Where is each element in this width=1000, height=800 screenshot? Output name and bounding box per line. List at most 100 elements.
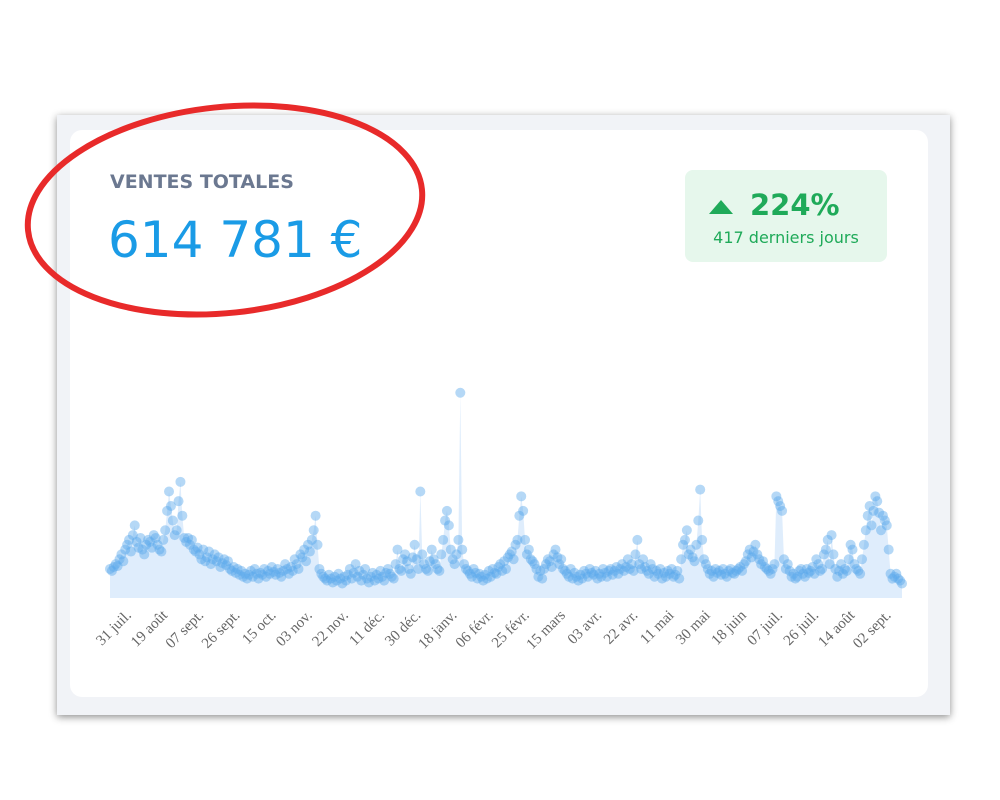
data-point bbox=[226, 565, 237, 576]
data-point bbox=[820, 544, 831, 555]
data-point bbox=[245, 565, 256, 576]
data-point bbox=[857, 554, 868, 565]
data-point bbox=[653, 568, 664, 579]
data-point bbox=[278, 565, 289, 576]
data-point bbox=[110, 559, 121, 570]
data-point bbox=[141, 539, 152, 550]
data-point bbox=[600, 567, 610, 578]
data-point bbox=[238, 571, 249, 582]
data-point bbox=[211, 556, 222, 567]
data-point bbox=[836, 559, 847, 570]
data-point bbox=[520, 534, 531, 545]
data-point bbox=[445, 544, 456, 555]
data-point bbox=[186, 534, 197, 545]
data-point bbox=[337, 578, 348, 589]
data-point bbox=[632, 534, 643, 545]
data-point bbox=[105, 563, 115, 574]
data-point bbox=[325, 573, 336, 584]
data-point bbox=[181, 536, 192, 547]
data-point bbox=[200, 556, 211, 567]
data-point bbox=[131, 536, 142, 547]
data-point bbox=[813, 559, 824, 570]
data-point bbox=[215, 562, 226, 573]
data-point bbox=[731, 565, 742, 576]
data-point bbox=[883, 544, 894, 555]
data-point bbox=[891, 568, 902, 579]
data-point bbox=[411, 554, 422, 565]
data-point bbox=[560, 565, 571, 576]
data-point bbox=[333, 568, 344, 579]
data-point bbox=[822, 534, 833, 545]
data-point bbox=[853, 565, 864, 576]
data-point bbox=[847, 544, 858, 555]
data-point bbox=[312, 539, 323, 550]
data-point bbox=[758, 556, 769, 567]
data-point bbox=[461, 563, 472, 574]
data-point bbox=[232, 563, 243, 574]
data-point bbox=[514, 510, 525, 521]
data-point bbox=[139, 549, 150, 560]
data-point bbox=[539, 563, 550, 574]
data-point bbox=[622, 554, 633, 565]
data-point bbox=[851, 563, 862, 574]
data-point bbox=[615, 563, 626, 574]
data-point bbox=[659, 567, 670, 578]
data-point bbox=[721, 571, 732, 582]
data-point bbox=[613, 568, 624, 579]
data-point bbox=[872, 496, 883, 507]
data-point bbox=[179, 532, 190, 543]
data-point bbox=[405, 568, 416, 579]
data-point bbox=[860, 525, 871, 536]
data-point bbox=[413, 563, 424, 574]
data-point bbox=[666, 563, 677, 574]
data-point bbox=[478, 575, 489, 586]
data-point bbox=[718, 563, 729, 574]
data-point bbox=[809, 568, 820, 579]
data-point bbox=[601, 571, 612, 582]
data-point bbox=[386, 571, 397, 582]
data-point bbox=[864, 501, 875, 512]
data-point bbox=[264, 568, 275, 579]
total-value: 614 781 € bbox=[108, 211, 362, 269]
data-point bbox=[287, 565, 298, 576]
data-point bbox=[668, 571, 679, 582]
data-point bbox=[695, 484, 706, 495]
data-point bbox=[392, 544, 403, 555]
data-point bbox=[704, 568, 715, 579]
data-point bbox=[531, 563, 542, 574]
data-point bbox=[282, 563, 293, 574]
data-point bbox=[230, 567, 241, 578]
data-point bbox=[740, 556, 751, 567]
data-point bbox=[803, 567, 814, 578]
data-point bbox=[775, 501, 786, 512]
data-point bbox=[144, 536, 155, 547]
data-point bbox=[373, 573, 384, 584]
data-point bbox=[171, 525, 182, 536]
data-point bbox=[295, 549, 306, 560]
data-point bbox=[169, 530, 180, 541]
data-point bbox=[341, 575, 352, 586]
data-point bbox=[162, 505, 173, 516]
data-point bbox=[525, 554, 536, 565]
data-point bbox=[716, 569, 727, 580]
data-point bbox=[586, 567, 597, 578]
data-point bbox=[499, 556, 510, 567]
data-point bbox=[327, 577, 338, 588]
data-point bbox=[377, 571, 388, 582]
data-point bbox=[697, 534, 708, 545]
data-point bbox=[152, 539, 163, 550]
data-point bbox=[481, 573, 492, 584]
data-point bbox=[746, 552, 757, 563]
data-point bbox=[297, 552, 308, 563]
data-point bbox=[434, 565, 445, 576]
data-point bbox=[285, 562, 296, 573]
data-point bbox=[700, 559, 711, 570]
data-point bbox=[617, 559, 628, 570]
data-point bbox=[897, 578, 907, 589]
data-point bbox=[826, 530, 837, 541]
data-point bbox=[396, 565, 407, 576]
data-point bbox=[630, 549, 641, 560]
data-point bbox=[628, 565, 639, 576]
data-point bbox=[876, 525, 887, 536]
data-point bbox=[354, 565, 365, 576]
